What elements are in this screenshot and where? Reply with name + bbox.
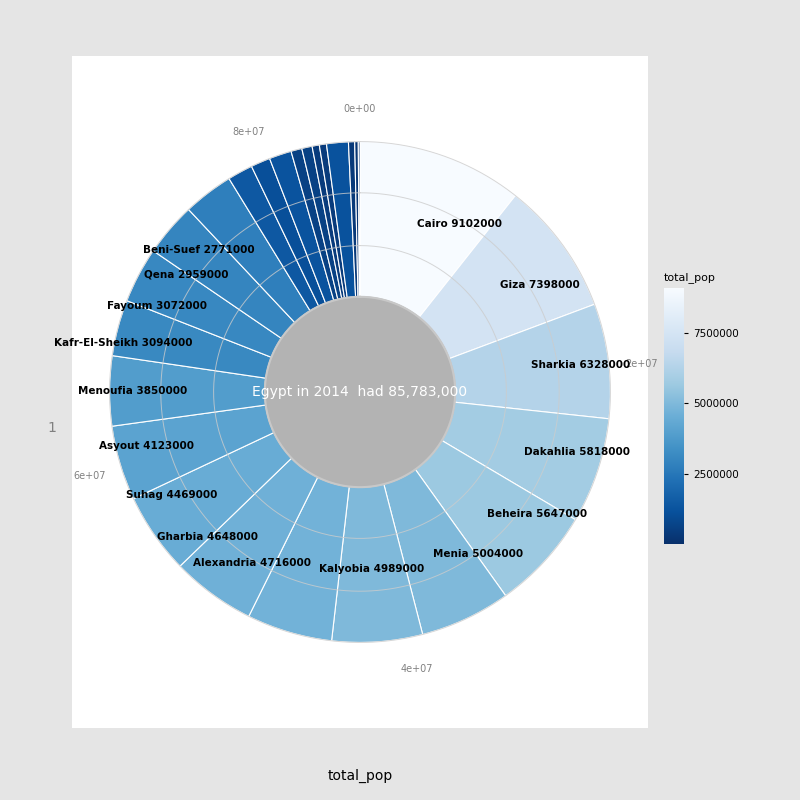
- Bar: [419, 195, 594, 358]
- Bar: [270, 151, 334, 303]
- Text: Beni-Suef 2771000: Beni-Suef 2771000: [143, 245, 255, 254]
- Text: Menoufia 3850000: Menoufia 3850000: [78, 386, 187, 396]
- Bar: [112, 301, 271, 378]
- Text: 8e+07: 8e+07: [233, 126, 266, 137]
- Text: Alexandria 4716000: Alexandria 4716000: [193, 558, 311, 568]
- Text: Cairo 9102000: Cairo 9102000: [417, 218, 502, 229]
- Text: 2e+07: 2e+07: [626, 358, 658, 369]
- Bar: [358, 142, 360, 297]
- Bar: [360, 142, 515, 318]
- Bar: [153, 210, 295, 338]
- Text: total_pop: total_pop: [664, 272, 716, 282]
- Text: 4e+07: 4e+07: [400, 664, 433, 674]
- Bar: [415, 441, 575, 596]
- Bar: [291, 149, 338, 301]
- Text: total_pop: total_pop: [327, 769, 393, 783]
- Bar: [326, 142, 356, 298]
- Bar: [384, 470, 506, 634]
- Bar: [312, 145, 345, 298]
- Bar: [302, 146, 342, 299]
- Text: Qena 2959000: Qena 2959000: [144, 270, 229, 280]
- Bar: [349, 142, 358, 297]
- Text: Asyout 4123000: Asyout 4123000: [99, 441, 194, 451]
- Text: Dakahlia 5818000: Dakahlia 5818000: [524, 446, 630, 457]
- Bar: [112, 405, 274, 498]
- Text: Egypt in 2014  had 85,783,000: Egypt in 2014 had 85,783,000: [253, 385, 467, 399]
- Bar: [110, 356, 266, 426]
- Text: Menia 5004000: Menia 5004000: [433, 549, 523, 558]
- Bar: [442, 402, 609, 520]
- Text: Kalyobia 4989000: Kalyobia 4989000: [319, 564, 425, 574]
- Bar: [354, 142, 359, 297]
- Text: Giza 7398000: Giza 7398000: [500, 280, 579, 290]
- Bar: [189, 178, 310, 322]
- Text: Kafr-El-Sheikh 3094000: Kafr-El-Sheikh 3094000: [54, 338, 193, 348]
- Bar: [331, 484, 422, 642]
- Text: Fayoum 3072000: Fayoum 3072000: [107, 302, 207, 311]
- Bar: [127, 250, 282, 358]
- Text: Suhag 4469000: Suhag 4469000: [126, 490, 218, 500]
- Text: Gharbia 4648000: Gharbia 4648000: [157, 531, 258, 542]
- Text: Beheira 5647000: Beheira 5647000: [487, 509, 587, 519]
- Bar: [449, 304, 610, 419]
- Text: 6e+07: 6e+07: [74, 471, 106, 481]
- Bar: [251, 158, 326, 306]
- Bar: [180, 458, 318, 616]
- Text: 1: 1: [47, 421, 57, 435]
- Bar: [134, 433, 291, 566]
- Bar: [249, 478, 349, 641]
- Text: Sharkia 6328000: Sharkia 6328000: [531, 360, 630, 370]
- Bar: [319, 144, 347, 298]
- Text: 0e+00: 0e+00: [344, 104, 376, 114]
- Polygon shape: [265, 297, 455, 487]
- Bar: [229, 166, 318, 311]
